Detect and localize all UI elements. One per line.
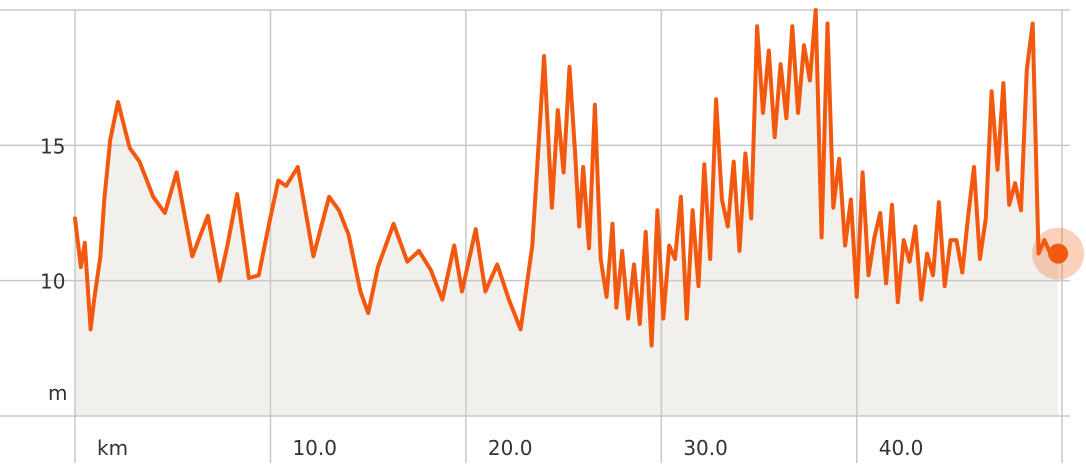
y-tick-label: 15	[40, 134, 65, 158]
x-tick-label: 20.0	[488, 436, 533, 460]
y-tick-label: 10	[40, 270, 65, 294]
axis-labels: m km 10 15 10.0 20.0 30.0 40.0	[40, 134, 923, 460]
y-unit-label: m	[48, 381, 67, 405]
marker-dot[interactable]	[1048, 243, 1069, 264]
x-tick-label: 40.0	[879, 436, 924, 460]
position-marker[interactable]	[1032, 227, 1085, 280]
x-tick-label: 10.0	[292, 436, 337, 460]
elevation-area-fill	[75, 10, 1059, 416]
x-unit-label: km	[97, 436, 128, 460]
elevation-line	[73, 8, 1061, 348]
grid-lines	[0, 9, 1070, 463]
x-tick-label: 30.0	[683, 436, 728, 460]
